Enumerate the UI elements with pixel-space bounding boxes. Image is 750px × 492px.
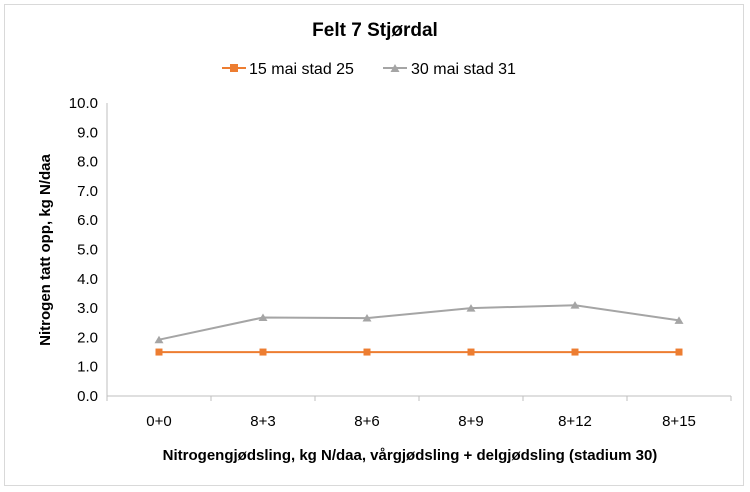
y-axis-ticks: 0.0 1.0 2.0 3.0 4.0 5.0 6.0 7.0 8.0 9.0 10.0 bbox=[69, 95, 98, 405]
y-tick-label: 2.0 bbox=[77, 329, 98, 346]
y-tick-label: 4.0 bbox=[77, 271, 98, 288]
data-point-series-1 bbox=[155, 348, 163, 356]
x-tick-label: 8+15 bbox=[662, 413, 696, 430]
data-point-series-1 bbox=[675, 348, 683, 356]
chart-title: Felt 7 Stjørdal bbox=[312, 20, 438, 41]
data-point-series-1 bbox=[571, 348, 579, 356]
y-tick-label: 10.0 bbox=[69, 95, 98, 112]
series-line-2 bbox=[158, 304, 680, 341]
legend-triangle-marker bbox=[390, 64, 400, 72]
chart-frame bbox=[4, 4, 744, 486]
y-tick-label: 8.0 bbox=[77, 154, 98, 171]
y-tick-label: 3.0 bbox=[77, 300, 98, 317]
x-axis-ticks: 0+0 8+3 8+6 8+9 8+12 8+15 bbox=[106, 396, 732, 430]
legend-item-series-2: 30 mai stad 31 bbox=[383, 61, 516, 78]
data-point-series-2 bbox=[570, 301, 580, 309]
legend-square-marker bbox=[230, 64, 238, 72]
legend-label-series-1: 15 mai stad 25 bbox=[249, 61, 354, 78]
x-tick-label: 8+9 bbox=[458, 413, 483, 430]
y-tick-label: 9.0 bbox=[77, 124, 98, 141]
data-point-series-2 bbox=[258, 313, 268, 321]
x-axis-title: Nitrogengjødsling, kg N/daa, vårgjødslin… bbox=[163, 447, 658, 464]
data-point-series-1 bbox=[467, 348, 475, 356]
data-point-series-2 bbox=[362, 314, 372, 322]
y-tick-label: 7.0 bbox=[77, 183, 98, 200]
data-point-series-1 bbox=[363, 348, 371, 356]
x-tick-label: 0+0 bbox=[146, 413, 171, 430]
data-point-series-1 bbox=[259, 348, 267, 356]
legend-label-series-2: 30 mai stad 31 bbox=[411, 61, 516, 78]
y-tick-label: 0.0 bbox=[77, 388, 98, 405]
legend-item-series-1: 15 mai stad 25 bbox=[222, 61, 354, 78]
x-tick-label: 8+12 bbox=[558, 413, 592, 430]
y-axis-title: Nitrogen tatt opp, kg N/daa bbox=[37, 154, 54, 346]
y-tick-label: 6.0 bbox=[77, 212, 98, 229]
data-point-series-2 bbox=[466, 304, 476, 312]
series-lines bbox=[158, 304, 680, 354]
x-tick-label: 8+6 bbox=[354, 413, 379, 430]
data-point-series-2 bbox=[674, 316, 684, 324]
y-tick-label: 1.0 bbox=[77, 359, 98, 376]
data-point-series-2 bbox=[154, 335, 164, 344]
series-markers bbox=[154, 301, 684, 356]
x-tick-label: 8+3 bbox=[250, 413, 275, 430]
y-tick-label: 5.0 bbox=[77, 242, 98, 259]
legend: 15 mai stad 25 30 mai stad 31 bbox=[222, 61, 516, 78]
